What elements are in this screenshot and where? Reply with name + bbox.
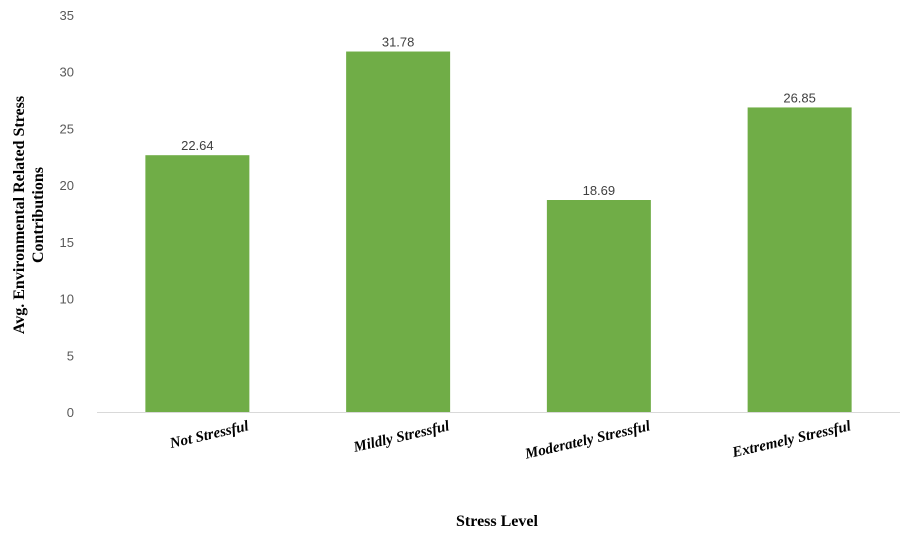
x-axis-title: Stress Level (456, 513, 538, 530)
y-tick-label: 20 (60, 178, 74, 193)
y-tick-label: 25 (60, 121, 74, 136)
x-category-label: Moderately Stressful (523, 418, 653, 463)
y-tick-label: 10 (60, 292, 74, 307)
y-tick-label: 5 (67, 348, 74, 363)
data-label: 26.85 (783, 90, 816, 105)
bars (145, 51, 852, 413)
data-label: 31.78 (382, 35, 415, 50)
y-tick-label: 30 (60, 65, 74, 80)
x-axis-category-labels: Not Stressful Mildly Stressful Moderately … (167, 418, 853, 463)
y-tick-label: 15 (60, 235, 74, 250)
data-labels: 22.64 31.78 18.69 26.85 (181, 35, 816, 198)
data-label: 18.69 (583, 183, 616, 198)
x-category-label: Not Stressful (167, 418, 251, 452)
bar (747, 107, 852, 413)
y-tick-label: 35 (60, 8, 74, 23)
y-axis-title: Avg. Environmental Related Stress Contri… (11, 96, 47, 334)
bar (145, 155, 250, 413)
x-category-label: Mildly Stressful (351, 418, 452, 456)
bar (546, 200, 651, 412)
bar (346, 51, 451, 413)
y-axis-title-line-1: Avg. Environmental Related Stress (11, 96, 28, 334)
data-label: 22.64 (181, 138, 214, 153)
x-category-label: Extremely Stressful (730, 418, 854, 461)
y-tick-label: 0 (67, 405, 74, 420)
y-axis-ticks: 0 5 10 15 20 25 30 35 (60, 8, 74, 420)
y-axis-title-line-2: Contributions (30, 167, 47, 263)
